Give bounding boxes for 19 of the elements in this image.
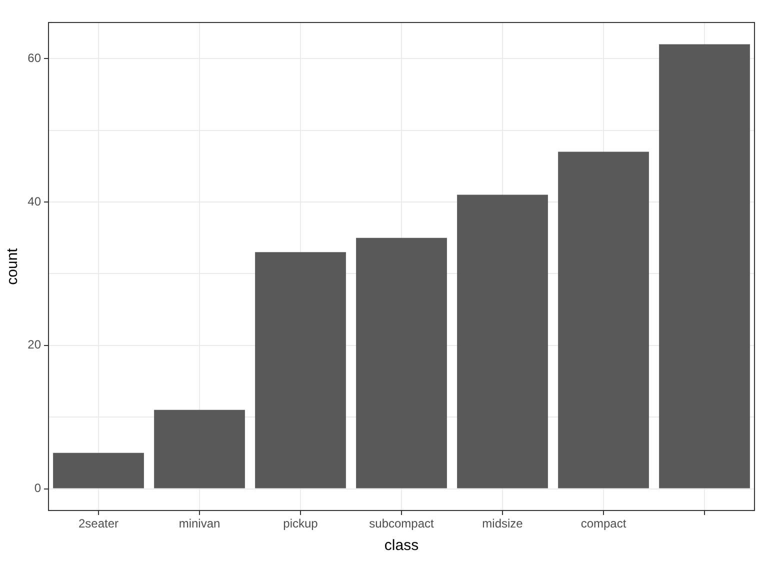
x-tick-label: compact — [580, 516, 627, 531]
x-axis-title: class — [384, 537, 419, 554]
bar — [558, 152, 649, 488]
y-tick-label: 40 — [28, 194, 42, 208]
y-tick-label: 60 — [28, 50, 42, 65]
x-tick-label: midsize — [482, 516, 524, 531]
y-tick-label: 0 — [34, 481, 42, 496]
x-tick-label: pickup — [283, 516, 318, 531]
bar — [659, 44, 750, 488]
bar — [255, 252, 346, 488]
x-tick-label: subcompact — [369, 516, 435, 531]
y-axis-title: count — [4, 247, 22, 285]
bar — [154, 410, 245, 488]
x-tick-label: minivan — [178, 516, 220, 531]
y-tick-label: 20 — [28, 338, 42, 352]
x-tick-label: 2seater — [78, 516, 119, 531]
bar — [457, 194, 548, 488]
bar — [356, 238, 447, 488]
bar — [53, 452, 144, 488]
